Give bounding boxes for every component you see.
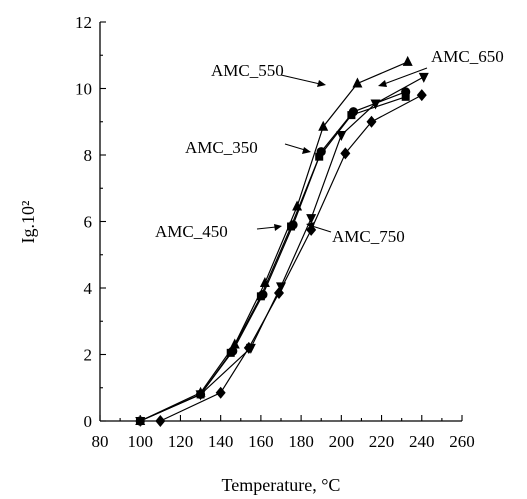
- data-point-amc-750: [215, 386, 226, 399]
- data-point-amc-650: [336, 131, 347, 142]
- data-point-amc-450: [401, 92, 410, 101]
- x-tick-label: 200: [329, 432, 355, 451]
- series-line-amc-450: [139, 96, 406, 422]
- y-tick-label: 4: [84, 279, 93, 298]
- series-label-amc-450: AMC_450: [155, 222, 228, 241]
- data-point-amc-550: [402, 55, 413, 66]
- arrow-head-amc-450: [274, 224, 282, 231]
- data-point-amc-650: [418, 72, 429, 83]
- series-label-amc-350: AMC_350: [185, 138, 258, 157]
- arrow-amc-450: [256, 226, 277, 230]
- data-point-amc-550: [229, 338, 240, 349]
- data-point-amc-750: [243, 341, 254, 354]
- data-point-amc-650: [370, 99, 381, 110]
- data-point-amc-550: [292, 200, 303, 211]
- x-tick-label: 240: [409, 432, 435, 451]
- data-point-amc-550: [318, 120, 329, 131]
- arrow-amc-350: [284, 143, 306, 151]
- y-tick-label: 8: [84, 146, 93, 165]
- y-tick-label: 6: [84, 213, 93, 232]
- arrow-head-amc-650: [378, 80, 387, 87]
- series-label-amc-650: AMC_650: [431, 47, 504, 66]
- x-tick-label: 140: [208, 432, 234, 451]
- arrow-head-amc-550: [317, 80, 326, 87]
- series-line-amc-550: [139, 61, 408, 422]
- data-point-amc-750: [273, 286, 284, 299]
- series-label-group-amc-550: AMC_550: [211, 61, 326, 87]
- x-tick-label: 180: [288, 432, 314, 451]
- series-line-amc-650: [139, 76, 425, 422]
- data-point-amc-450: [315, 152, 324, 161]
- y-axis-title: Ig.10²: [18, 201, 38, 244]
- data-point-amc-750: [155, 415, 166, 427]
- data-point-amc-750: [416, 89, 427, 102]
- data-point-amc-650: [306, 214, 317, 225]
- series-lines: [139, 61, 425, 422]
- series-label-group-amc-450: AMC_450: [155, 222, 282, 241]
- x-tick-label: 80: [92, 432, 109, 451]
- y-axis-ticks: 0 2 4 6 8 10 12: [75, 13, 106, 431]
- data-point-amc-750: [366, 115, 377, 128]
- series-label-group-amc-750: AMC_750: [306, 222, 405, 246]
- series-label-amc-550: AMC_550: [211, 61, 284, 80]
- series-label-group-amc-350: AMC_350: [185, 138, 311, 157]
- arrow-head-amc-750: [306, 222, 315, 229]
- data-point-amc-650: [276, 282, 286, 293]
- y-tick-label: 2: [84, 346, 93, 365]
- series-line-amc-350: [139, 91, 406, 422]
- data-point-amc-550: [352, 77, 363, 88]
- arrow-head-amc-350: [302, 147, 311, 154]
- data-point-amc-450: [256, 292, 265, 301]
- arrow-amc-550: [280, 74, 321, 85]
- data-point-amc-450: [287, 222, 296, 231]
- series-label-amc-750: AMC_750: [332, 227, 405, 246]
- data-point-amc-450: [347, 111, 356, 120]
- y-tick-label: 0: [84, 412, 93, 431]
- series-line-amc-750: [160, 94, 423, 422]
- x-axis-title: Temperature, °C: [222, 475, 341, 495]
- y-tick-label: 12: [75, 13, 92, 32]
- arrow-amc-750: [311, 225, 332, 233]
- y-tick-label: 10: [75, 80, 92, 99]
- series-markers: [135, 55, 429, 427]
- x-tick-label: 160: [248, 432, 274, 451]
- x-tick-label: 120: [168, 432, 194, 451]
- x-tick-label: 260: [449, 432, 475, 451]
- arrow-amc-650: [383, 67, 428, 85]
- data-point-amc-650: [135, 417, 146, 427]
- x-tick-label: 220: [369, 432, 395, 451]
- series-label-group-amc-650: AMC_650: [378, 47, 504, 87]
- data-point-amc-650: [195, 390, 206, 401]
- data-point-amc-750: [340, 147, 351, 160]
- x-axis-ticks: 80 100 120 140 160 180 200 220 240 260: [92, 415, 475, 451]
- x-tick-label: 100: [127, 432, 153, 451]
- data-point-amc-550: [259, 277, 270, 288]
- data-point-amc-450: [226, 348, 235, 357]
